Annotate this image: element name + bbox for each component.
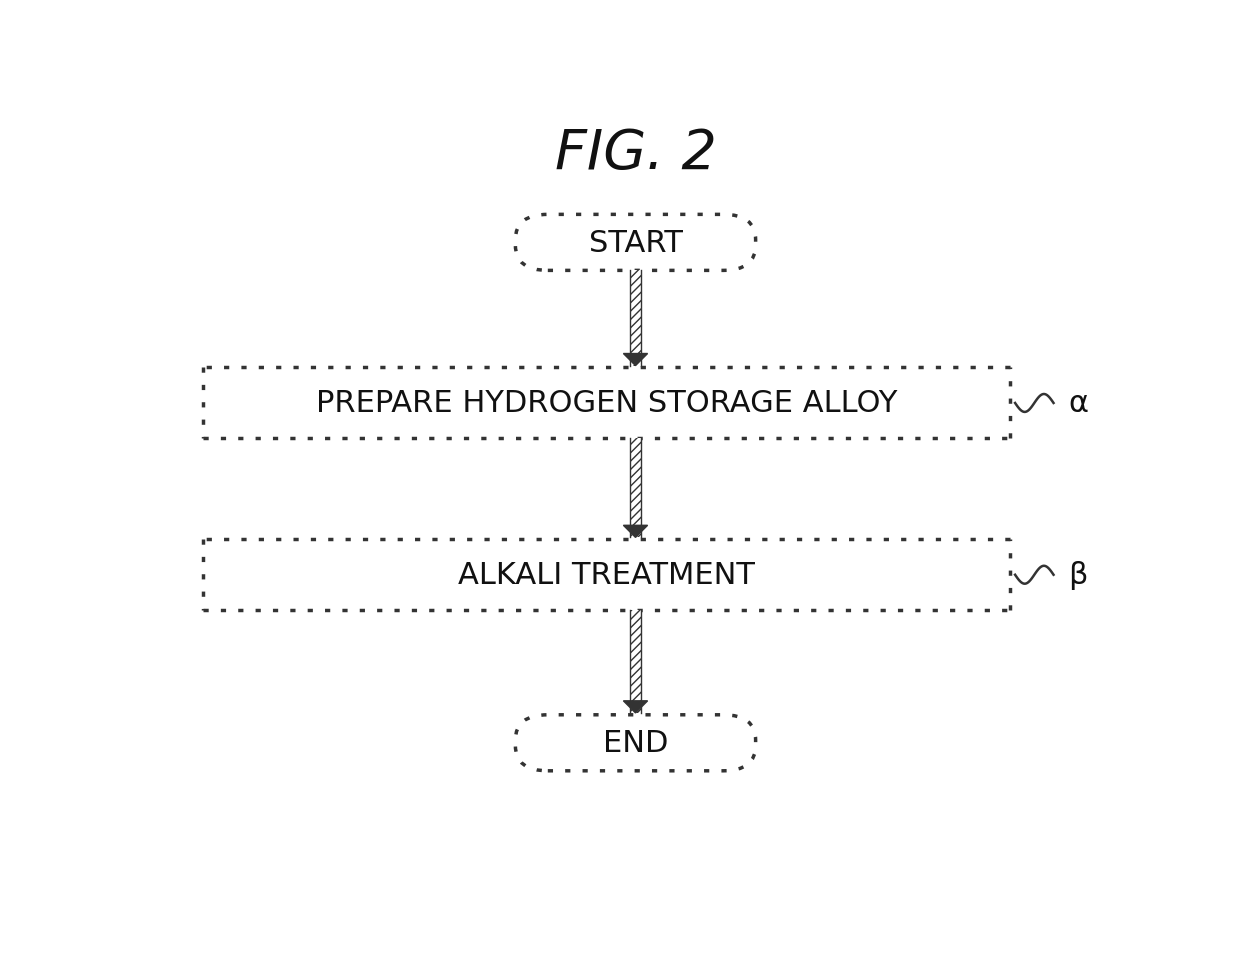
Text: α: α (1068, 390, 1087, 418)
Text: PREPARE HYDROGEN STORAGE ALLOY: PREPARE HYDROGEN STORAGE ALLOY (316, 390, 898, 418)
FancyBboxPatch shape (516, 715, 755, 771)
FancyBboxPatch shape (516, 215, 755, 271)
Bar (630, 610, 641, 713)
Polygon shape (624, 702, 647, 713)
Bar (630, 439, 641, 538)
Polygon shape (624, 354, 647, 366)
Text: END: END (603, 729, 668, 758)
Text: β: β (1068, 561, 1087, 589)
Polygon shape (624, 526, 647, 538)
Text: FIG. 2: FIG. 2 (554, 127, 717, 180)
Bar (630, 610, 641, 713)
Text: START: START (589, 229, 682, 258)
Bar (630, 439, 641, 538)
Text: ALKALI TREATMENT: ALKALI TREATMENT (459, 561, 755, 589)
Bar (630, 270, 641, 366)
Bar (630, 270, 641, 366)
